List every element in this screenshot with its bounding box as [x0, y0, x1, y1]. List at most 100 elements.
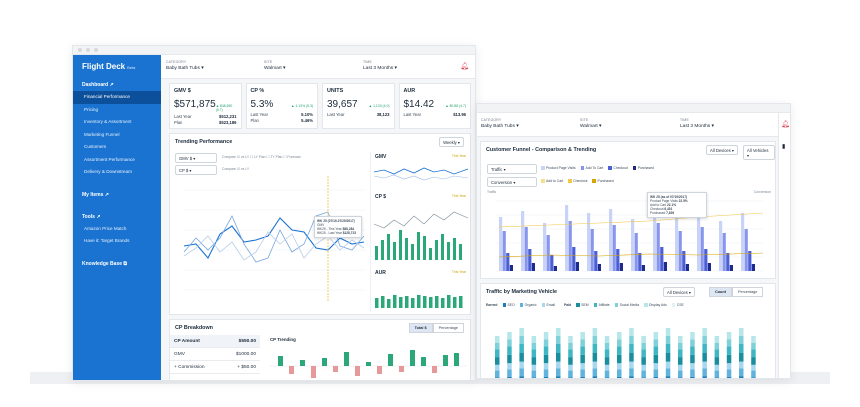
traffic-bar-segment — [556, 376, 561, 378]
cp-trending-title: CP Trending — [270, 337, 296, 342]
time-filter[interactable]: TIME Last 3 Months ▾ — [680, 118, 714, 129]
legend-item[interactable]: Social Media — [614, 303, 639, 307]
category-filter[interactable]: CATEGORY Baby Bath Tubs ▾ — [166, 60, 204, 71]
legend-item[interactable]: Add To Cart — [580, 166, 603, 170]
nav-section-my-items[interactable]: My Items ↗ — [73, 189, 161, 201]
site-filter[interactable]: SITE Walmart ▾ — [580, 118, 601, 129]
nav-item-pricing[interactable]: Pricing — [84, 106, 99, 112]
traffic-bar-segment — [702, 335, 707, 344]
nav-item-delivery[interactable]: Delivery & Downstream — [84, 169, 132, 174]
legend-item[interactable]: Affiliate — [593, 303, 610, 307]
metric2-select[interactable]: CP $ ▾ — [175, 165, 217, 175]
vehicles-select[interactable]: All Vehicles ▾ — [743, 145, 775, 160]
mini-bar — [453, 297, 457, 308]
traffic-stacked-bar-chart[interactable] — [489, 314, 769, 379]
legend-item[interactable]: Purchased — [632, 166, 654, 170]
toggle-count[interactable]: Count — [709, 287, 732, 297]
nav-section-dashboard[interactable]: Dashboard ↗ — [73, 79, 161, 91]
mini-bar — [441, 298, 445, 308]
link-icon: ↗ — [104, 191, 109, 198]
devices-select[interactable]: All Devices ▾ — [706, 145, 738, 155]
time-filter[interactable]: TIME Last 3 Months ▾ — [363, 60, 397, 71]
legend-item[interactable]: Purchased — [592, 179, 614, 183]
legend-item[interactable]: Email — [541, 303, 555, 307]
legend-item: vs LY — [240, 167, 250, 171]
nav-section-tools[interactable]: Tools ↗ — [73, 211, 161, 223]
kpi-row-label: Plan — [174, 120, 183, 125]
traffic-bar-segment — [556, 328, 561, 336]
book-icon[interactable]: ▮ — [782, 144, 786, 150]
legend-item[interactable]: SEM — [576, 303, 589, 307]
app-logo[interactable]: Flight Deck Beta — [73, 55, 161, 79]
kpi-card-units[interactable]: UNITS 39,657 ▲ 1,133 (4.0) Last Year 38,12… — [322, 83, 395, 129]
legend-item[interactable]: Checkout — [568, 179, 587, 183]
toggle-percentage[interactable]: Percentage — [731, 287, 764, 297]
nav-item-amazon-price-match[interactable]: Amazon Price Match — [84, 225, 127, 231]
toggle-total[interactable]: Total $ — [408, 323, 433, 333]
cp-bar — [377, 366, 382, 374]
nav-item-financial-performance[interactable]: Financial Performance — [73, 91, 161, 104]
cp-trending-chart[interactable] — [270, 344, 466, 381]
mini-cp-chart[interactable] — [373, 202, 469, 262]
trend-line-chart[interactable] — [170, 176, 370, 316]
legend-item[interactable]: Display Ads — [644, 303, 667, 307]
cp-row[interactable]: GMV $1000.00 — [170, 348, 260, 361]
traffic-bar-segment — [568, 336, 573, 343]
legend-item[interactable]: Product Page Visits — [541, 166, 576, 170]
notification-bell-icon[interactable]: 🔔︎ — [781, 121, 790, 128]
legend-item[interactable]: Checkout — [608, 166, 628, 170]
traffic-bar-segment — [592, 352, 598, 362]
toggle-percentage[interactable]: Percentage — [432, 323, 464, 333]
category-filter[interactable]: CATEGORY Baby Bath Tubs ▾ — [481, 118, 519, 129]
funnel-bar — [726, 253, 730, 271]
traffic-bar-segment — [604, 357, 610, 365]
traffic-bar-segment — [702, 352, 707, 362]
traffic-bar-segment — [604, 336, 610, 343]
legend-item[interactable]: Add to Cart — [541, 179, 563, 183]
notification-bell-icon[interactable]: 🔔︎ — [460, 63, 469, 70]
nav-item-inventory[interactable]: Inventory & Assortment — [84, 119, 132, 124]
nav-item-target-brands[interactable]: Have it: Target Brands — [84, 238, 130, 243]
funnel-bar-chart[interactable] — [489, 197, 769, 275]
traffic-bar-segment — [519, 376, 524, 378]
funnel-metric1-select[interactable]: Traffic ▾ — [487, 164, 537, 174]
kpi-card-gmv[interactable]: GMV $ $571,875 ▲ $48,690 (5.7) Last Year $… — [169, 83, 242, 129]
traffic-bar-segment — [507, 369, 512, 377]
site-filter[interactable]: SITE Walmart ▾ — [264, 60, 285, 71]
funnel-bar — [678, 231, 682, 271]
traffic-bar-segment — [507, 332, 512, 340]
nav-item-marketing-funnel[interactable]: Marketing Funnel — [84, 131, 120, 137]
mini-series-line — [373, 211, 469, 229]
mini-gmv-chart[interactable] — [373, 160, 469, 190]
traffic-bar-segment — [531, 370, 537, 378]
window-dot[interactable] — [94, 48, 98, 52]
traffic-bar-segment — [665, 343, 671, 353]
kpi-delta: ▲ 1.13% (5.3) — [291, 104, 313, 108]
legend-item[interactable]: Organic — [519, 303, 537, 307]
legend-item[interactable]: SEO — [502, 303, 515, 307]
nav-section-knowledge-base[interactable]: Knowledge Base ⧉ — [73, 258, 161, 270]
mini-aur-chart[interactable] — [374, 278, 468, 308]
traffic-bar-segment — [580, 354, 585, 364]
traffic-bar-segment — [580, 369, 585, 377]
kpi-card-aur[interactable]: AUR $14.42 ▲ $0.88 (4.7) Last Year $13.96 — [398, 83, 471, 129]
window-dot[interactable] — [86, 48, 90, 52]
period-select[interactable]: Weekly ▾ — [439, 137, 464, 147]
funnel-metric2-select[interactable]: Conversion ▾ — [487, 177, 537, 187]
traffic-devices-select[interactable]: All Devices ▾ — [663, 287, 695, 297]
metric1-select[interactable]: GMV $ ▾ — [175, 153, 217, 163]
legend-item[interactable]: CSE — [671, 303, 684, 307]
window-dot[interactable] — [78, 48, 82, 52]
traffic-bar-segment — [507, 346, 512, 355]
cp-row[interactable]: CP Amount $550.00 — [170, 335, 260, 348]
cp-row[interactable]: + Commission + $50.00 — [170, 361, 260, 374]
traffic-bar-segment — [665, 368, 671, 377]
nav-item-assortment-performance[interactable]: Assortment Performance — [84, 156, 135, 162]
panel-title: Trending Performance — [175, 139, 233, 145]
nav-item-customers[interactable]: Customers — [84, 144, 107, 149]
panel-title: Traffic by Marketing Vehicle — [486, 289, 558, 295]
kpi-card-cp[interactable]: CP % 5.3% ▲ 1.13% (5.3) Last Year 5.10% Pl… — [245, 83, 318, 129]
traffic-bar-segment — [592, 343, 598, 353]
nav-section-label: Tools — [82, 213, 95, 220]
traffic-bar-segment — [702, 376, 707, 378]
